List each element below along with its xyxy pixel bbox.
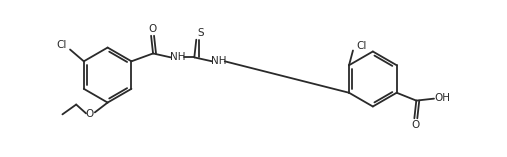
Text: Cl: Cl — [356, 41, 367, 51]
Text: NH: NH — [170, 52, 186, 62]
Text: NH: NH — [211, 56, 227, 66]
Text: OH: OH — [435, 93, 451, 103]
Text: O: O — [86, 109, 94, 119]
Text: O: O — [148, 24, 156, 34]
Text: O: O — [411, 120, 419, 130]
Text: S: S — [197, 28, 203, 38]
Text: Cl: Cl — [56, 40, 66, 50]
